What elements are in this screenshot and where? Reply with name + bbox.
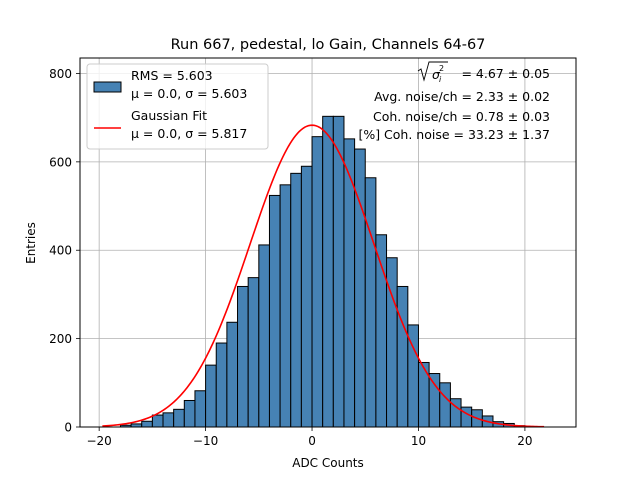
histogram-bar xyxy=(247,277,260,428)
histogram-bar xyxy=(279,184,292,428)
annotation-coh-noise-percent: [%] Coh. noise = 33.23 ± 1.37 xyxy=(358,127,550,142)
histogram-bar xyxy=(151,414,164,428)
sqrt-sign-icon xyxy=(417,61,448,82)
histogram-bar xyxy=(460,406,473,428)
x-tick-label: 10 xyxy=(411,434,426,448)
histogram-bar xyxy=(290,172,302,428)
histogram-bar xyxy=(226,321,239,428)
legend-rms-label: RMS = 5.603 xyxy=(131,68,213,83)
legend: RMS = 5.603 μ = 0.0, σ = 5.603 Gaussian … xyxy=(86,63,269,150)
noise-annotations: σ i 2 = 4.67 ± 0.05 Avg. noise/ch = 2.33… xyxy=(358,61,550,142)
histogram-bar xyxy=(332,115,345,428)
annotation-coh-noise: Coh. noise/ch = 0.78 ± 0.03 xyxy=(373,109,550,124)
histogram-bar xyxy=(396,285,409,428)
histogram-bar xyxy=(141,420,153,428)
histogram-bar xyxy=(311,136,324,428)
annotation-sigma-sup: 2 xyxy=(439,64,444,73)
fit-curve-line xyxy=(102,124,545,428)
y-tick-label: 600 xyxy=(49,155,72,169)
legend-fit-params: μ = 0.0, σ = 5.817 xyxy=(131,126,247,141)
histogram-bar xyxy=(194,390,207,428)
x-tick-label: −20 xyxy=(86,434,111,448)
histogram-bar xyxy=(183,399,196,428)
histogram-bar xyxy=(268,194,281,428)
gaussian-fit-curve xyxy=(102,124,545,428)
axes-frame xyxy=(79,57,577,428)
histogram-bar xyxy=(237,285,249,428)
annotation-sigma-symbol: σ xyxy=(432,67,441,82)
histogram-bar xyxy=(428,373,441,428)
legend-rms-params: μ = 0.0, σ = 5.603 xyxy=(131,86,247,101)
x-axis-label: ADC Counts xyxy=(292,456,364,470)
y-axis-label: Entries xyxy=(24,222,38,264)
histogram-bar xyxy=(439,382,451,428)
histogram-bar xyxy=(322,115,334,428)
histogram-bar xyxy=(300,165,313,428)
histogram-bar xyxy=(417,361,430,428)
histogram-bar xyxy=(215,342,228,428)
annotation-sqrt-sigma: σ i 2 = 4.67 ± 0.05 xyxy=(417,61,550,84)
annotation-sigma-sub: i xyxy=(439,75,442,84)
histogram-bar xyxy=(205,364,217,428)
y-tick-label: 200 xyxy=(49,332,72,346)
legend-swatch-histogram xyxy=(93,81,122,93)
y-tick-label: 400 xyxy=(49,244,72,258)
legend-fit-label: Gaussian Fit xyxy=(131,108,207,123)
histogram-bar xyxy=(173,408,185,428)
histogram-bar xyxy=(162,412,175,428)
x-tick-label: −10 xyxy=(193,434,218,448)
y-tick-label: 0 xyxy=(64,421,72,435)
x-tick-label: 20 xyxy=(517,434,532,448)
histogram-bar xyxy=(343,138,356,428)
x-axis-ticks: −20 −10 0 10 20 xyxy=(86,427,533,448)
legend-box xyxy=(86,63,269,150)
y-axis-ticks: 0 200 400 600 800 xyxy=(49,67,80,435)
histogram-bar xyxy=(364,177,377,428)
histogram-bar xyxy=(258,244,270,428)
x-tick-label: 0 xyxy=(308,434,316,448)
annotation-avg-noise: Avg. noise/ch = 2.33 ± 0.02 xyxy=(374,89,550,104)
chart-title: Run 667, pedestal, lo Gain, Channels 64-… xyxy=(171,37,486,53)
annotation-sigma-value: = 4.67 ± 0.05 xyxy=(461,66,550,81)
y-tick-label: 800 xyxy=(49,67,72,81)
